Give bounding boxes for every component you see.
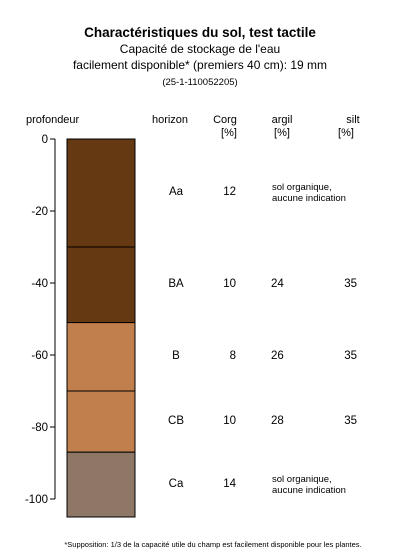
silt-value-3: 35: [344, 414, 357, 427]
footnote: *Supposition: 1/3 de la capacité utile d…: [64, 540, 362, 549]
corg-unit-label: [%]: [221, 127, 237, 139]
depth-tick-label-1: -20: [31, 206, 48, 218]
soil-layer-2: [66, 322, 136, 392]
layer-note-line1-4: sol organique,: [272, 473, 332, 485]
sample-code: (25-1-110052205): [162, 77, 238, 88]
corg-value-4: 14: [223, 477, 236, 490]
soil-layer-3: [66, 390, 136, 453]
silt-unit-label: [%]: [338, 127, 354, 139]
argil-column-header: argil: [271, 114, 293, 126]
depth-axis-label: profondeur: [26, 114, 80, 126]
depth-tick-label-5: -100: [25, 494, 48, 506]
soil-layer-1: [66, 246, 136, 324]
argil-value-2: 26: [271, 349, 284, 362]
silt-value-1: 35: [344, 277, 357, 290]
depth-tick-label-4: -80: [31, 422, 48, 434]
chart-title: Charactéristiques du sol, test tactile: [84, 25, 316, 40]
argil-unit-label: [%]: [274, 127, 290, 139]
depth-tick-label-2: -40: [31, 278, 48, 290]
layer-note-line2-0: aucune indication: [272, 193, 346, 204]
corg-column-header: Corg: [213, 114, 237, 126]
corg-value-3: 10: [223, 414, 236, 427]
soil-layer-4: [66, 451, 136, 518]
horizon-column-header: horizon: [151, 114, 189, 126]
depth-tick-label-0: 0: [42, 134, 48, 146]
silt-value-2: 35: [344, 349, 357, 362]
argil-value-1: 24: [271, 277, 284, 290]
corg-value-0: 12: [223, 186, 236, 198]
horizon-label-4: Ca: [168, 477, 184, 490]
horizon-label-3: CB: [168, 414, 184, 427]
corg-value-1: 10: [223, 277, 236, 290]
layer-note-line2-4: aucune indication: [272, 484, 346, 496]
depth-tick-label-3: -60: [31, 350, 48, 362]
chart-subtitle-line2: facilement disponible* (premiers 40 cm):…: [72, 58, 328, 72]
silt-column-header: silt: [346, 114, 360, 126]
horizon-label-1: BA: [168, 277, 184, 290]
chart-subtitle-line1: Capacité de stockage de l'eau: [119, 42, 281, 56]
horizon-label-2: B: [172, 349, 180, 362]
corg-value-2: 8: [229, 349, 236, 362]
layer-note-line1-0: sol organique,: [272, 182, 332, 193]
argil-value-3: 28: [271, 414, 284, 427]
horizon-label-0: Aa: [168, 186, 184, 198]
soil-layer-0: [66, 138, 136, 248]
